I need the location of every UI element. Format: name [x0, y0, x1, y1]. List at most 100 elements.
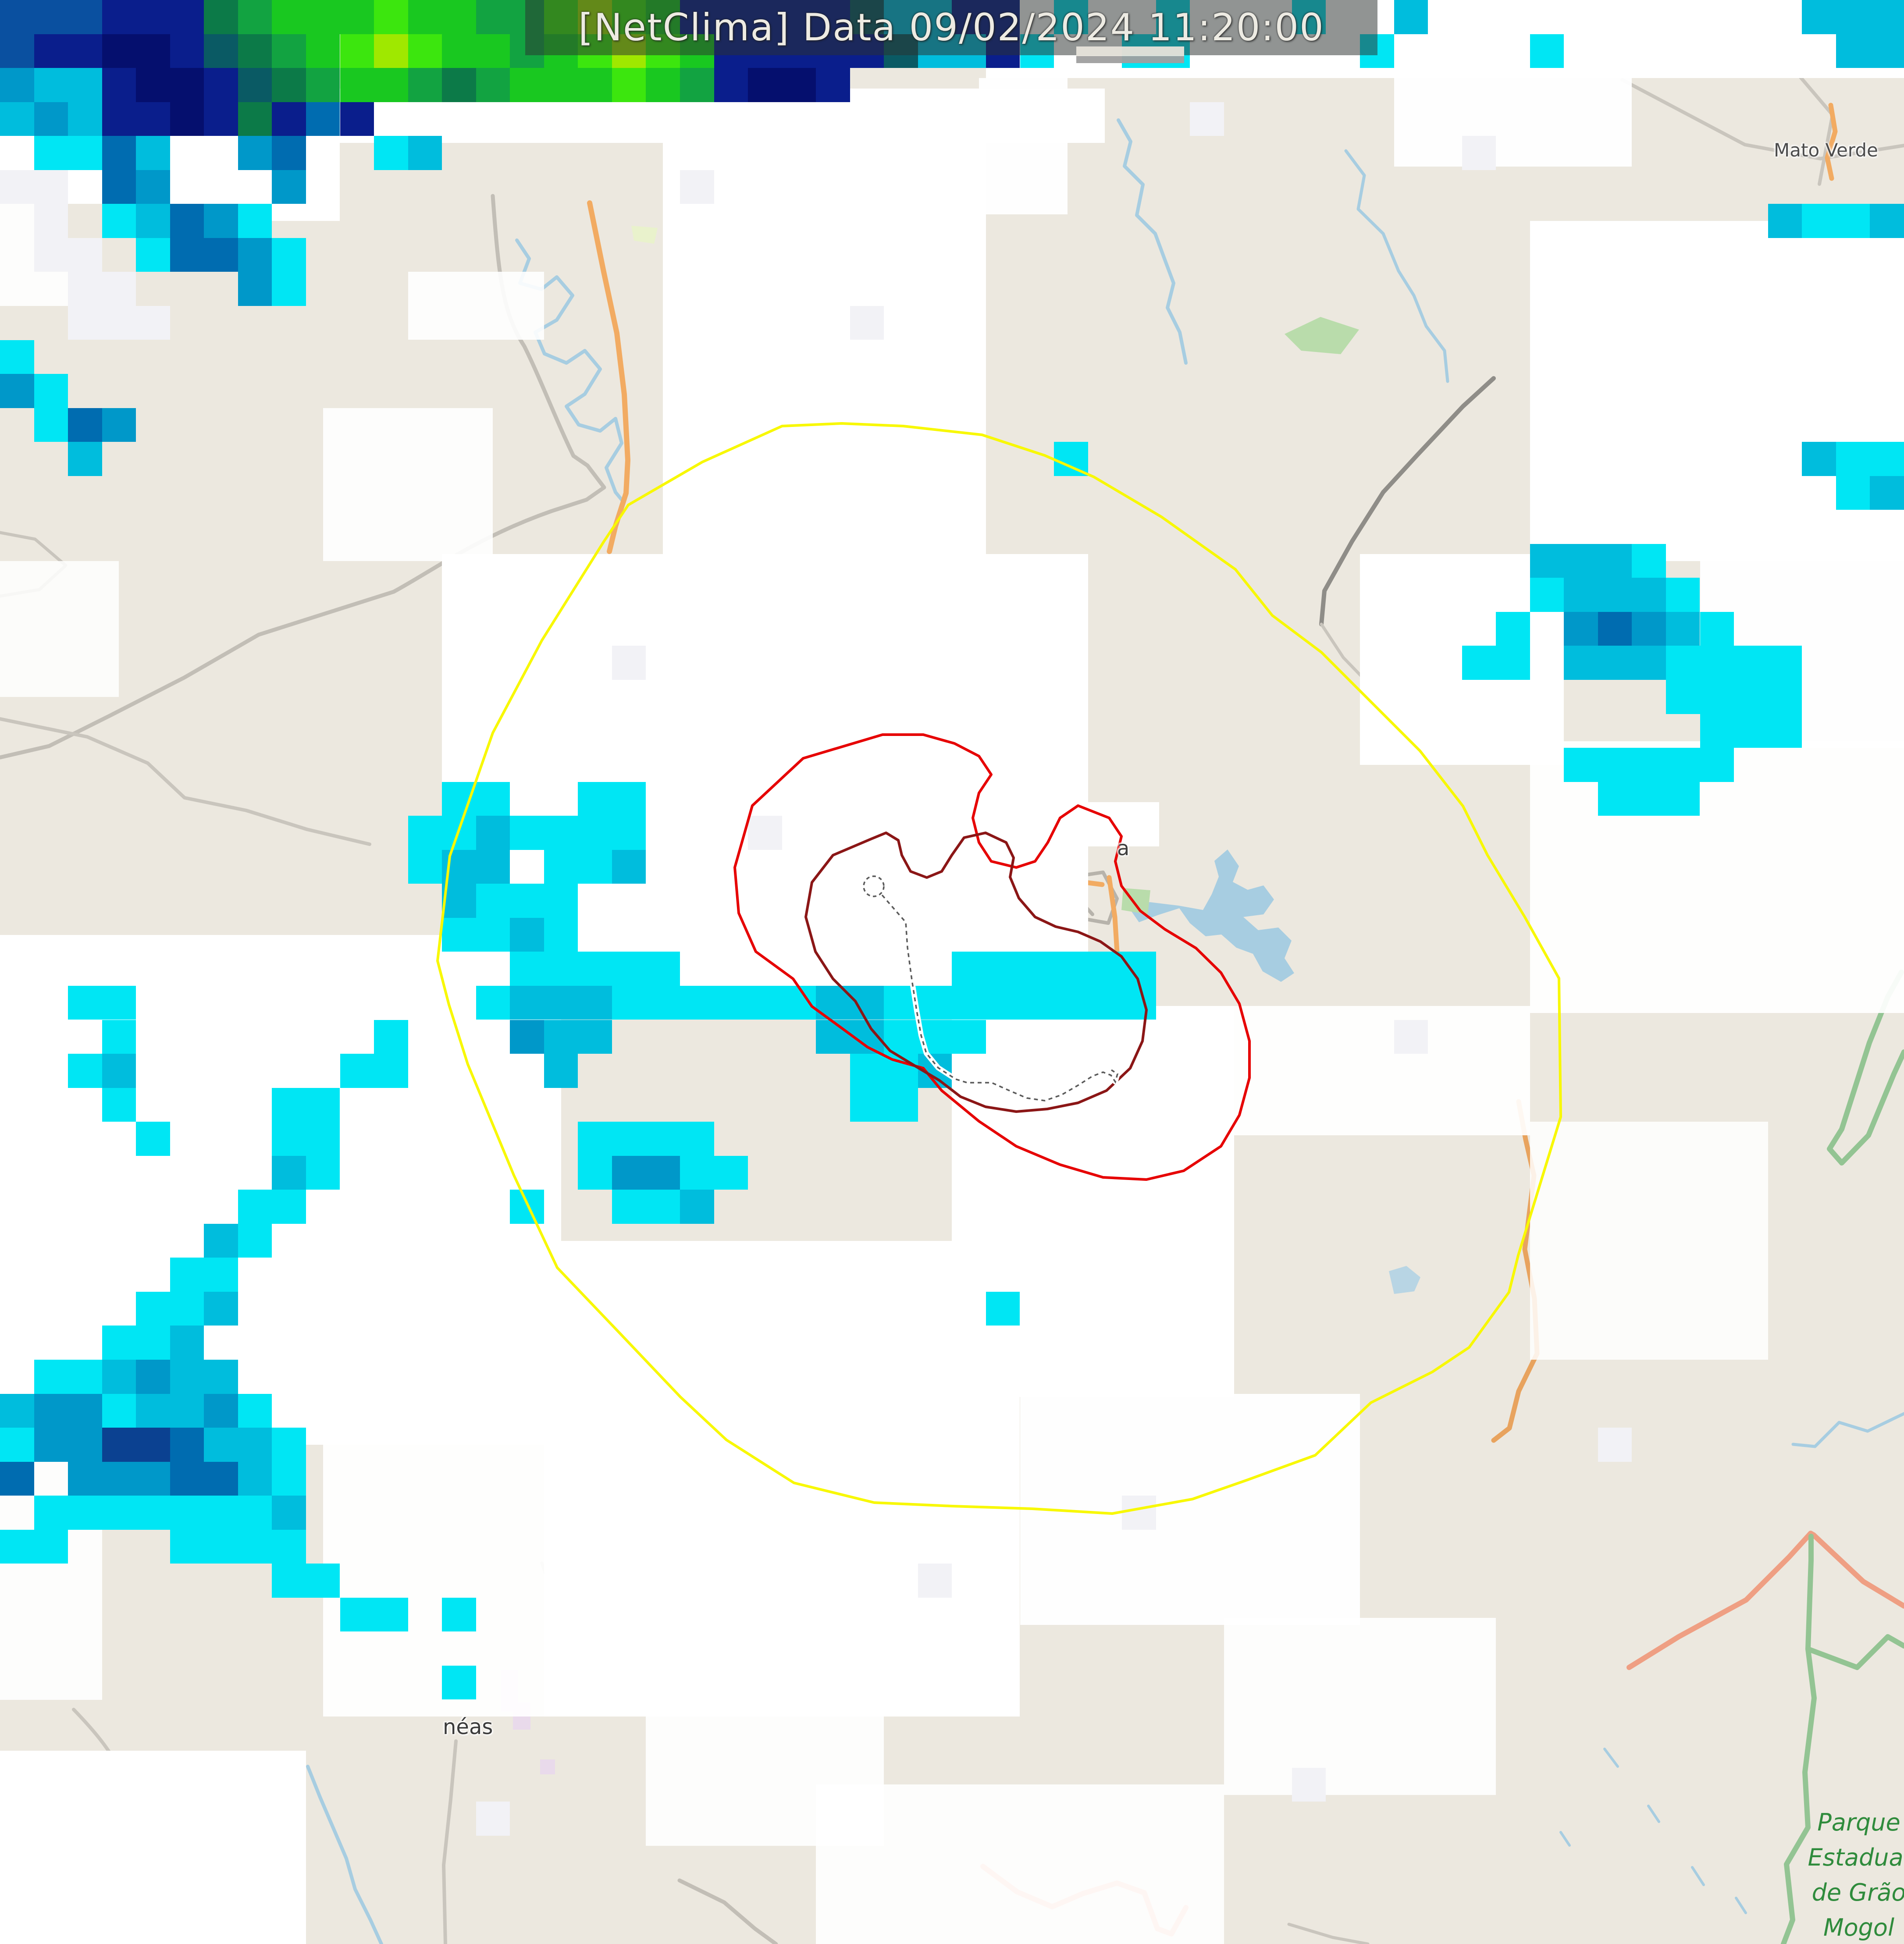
radar-cell: [170, 1461, 238, 1496]
radar-cell: [102, 1020, 136, 1054]
radar-cell: [1700, 611, 1734, 646]
radar-cell: [578, 1122, 714, 1156]
radar-cell: [68, 442, 102, 476]
green-area-ne: [1285, 317, 1359, 354]
radar-cell: [0, 34, 34, 68]
road-gray-bottom: [677, 1878, 778, 1944]
radar-white-patch: [816, 1784, 1224, 1944]
radar-cell: [612, 985, 816, 1020]
radar-cell: [510, 917, 544, 952]
label-park-line: Parque: [1817, 1809, 1900, 1836]
radar-cell: [578, 816, 646, 850]
radar-cell: [510, 816, 578, 850]
radar-cell: [272, 136, 306, 170]
title-bar: [NetClima] Data 09/02/2024 11:20:00: [525, 0, 1377, 55]
radar-cell: [374, 0, 408, 34]
river-meander: [515, 238, 623, 501]
radar-cell: [340, 1054, 408, 1088]
radar-cell: [0, 1393, 34, 1428]
radar-white-patch: [663, 95, 986, 561]
radar-cell: [680, 68, 714, 102]
park-boundary-main: [1781, 1534, 1904, 1944]
radar-cell: [1700, 714, 1802, 748]
radar-cell: [442, 34, 510, 68]
radar-cell: [238, 68, 272, 102]
radar-cell: [272, 34, 306, 68]
radar-cell: [1496, 611, 1530, 646]
radar-cell: [1802, 204, 1870, 238]
radar-cell: [340, 68, 408, 102]
radar-cell: [170, 1360, 238, 1394]
radar-cell: [136, 204, 170, 238]
radar-cell: [238, 1461, 272, 1496]
radar-cell: [136, 136, 170, 170]
radar-cell: [544, 1020, 612, 1054]
alert-contour-outer: [436, 422, 1562, 1515]
radar-cell: [1836, 34, 1904, 68]
radar-cell: [612, 646, 646, 680]
radar-cell: [1564, 578, 1666, 612]
radar-cell: [578, 782, 646, 816]
radar-cell: [34, 34, 102, 68]
river-southeast: [1791, 1412, 1904, 1448]
river-east: [1344, 149, 1449, 383]
radar-cell: [816, 985, 884, 1020]
radar-cell: [442, 884, 476, 918]
radar-cell: [68, 272, 102, 306]
label-town-a: a: [1117, 836, 1130, 860]
radar-cell: [1666, 680, 1802, 714]
radar-cell: [136, 1393, 204, 1428]
radar-cell: [68, 306, 102, 340]
road-orange-matoverde: [1825, 103, 1838, 181]
radar-cell: [34, 170, 68, 204]
title-text: [NetClima] Data 09/02/2024 11:20:00: [578, 6, 1324, 50]
radar-cell: [1122, 1496, 1156, 1530]
road-gray-corner: [1287, 1923, 1370, 1944]
radar-cell: [1462, 136, 1496, 170]
radar-cell: [476, 68, 510, 102]
radar-cell: [34, 238, 68, 272]
radar-cell: [204, 1393, 238, 1428]
radar-cell: [0, 1428, 34, 1462]
radar-cell: [102, 408, 136, 442]
radar-white-patch: [1530, 741, 1904, 1013]
radar-cell: [476, 884, 544, 918]
radar-cell: [510, 1190, 544, 1224]
radar-cell: [238, 204, 272, 238]
radar-cell: [748, 816, 782, 850]
radar-cell: [1870, 204, 1904, 238]
radar-cell: [68, 102, 102, 136]
radar-cell: [680, 1155, 748, 1190]
radar-cell: [0, 102, 34, 136]
radar-cell: [1802, 0, 1904, 34]
radar-cell: [612, 849, 646, 884]
road-salmon-park: [1626, 1531, 1904, 1670]
radar-cell: [238, 102, 272, 136]
radar-cell: [204, 68, 238, 102]
radar-cell: [1462, 646, 1530, 680]
small-lake: [1389, 1266, 1420, 1294]
radar-cell: [1394, 1020, 1428, 1054]
river-south: [306, 1765, 383, 1944]
radar-cell: [170, 102, 204, 136]
radar-cell: [1394, 0, 1428, 34]
radar-cell: [1564, 611, 1598, 646]
radar-cell: [680, 170, 714, 204]
radar-cell: [136, 68, 204, 102]
radar-cell: [136, 1291, 204, 1326]
radar-cell: [408, 34, 442, 68]
radar-cell: [136, 1122, 170, 1156]
radar-cell: [170, 34, 204, 68]
radar-cell: [1836, 442, 1904, 476]
reservoir: [1131, 849, 1294, 982]
radar-cell: [102, 102, 170, 136]
radar-cell: [1530, 34, 1564, 68]
radar-cell: [272, 1461, 306, 1496]
radar-cell: [272, 170, 306, 204]
radar-cell: [578, 1155, 612, 1190]
loading-strip-light: [1076, 46, 1184, 56]
radar-cell: [272, 1564, 340, 1598]
radar-cell: [272, 1155, 306, 1190]
radar-cell: [1632, 611, 1666, 646]
